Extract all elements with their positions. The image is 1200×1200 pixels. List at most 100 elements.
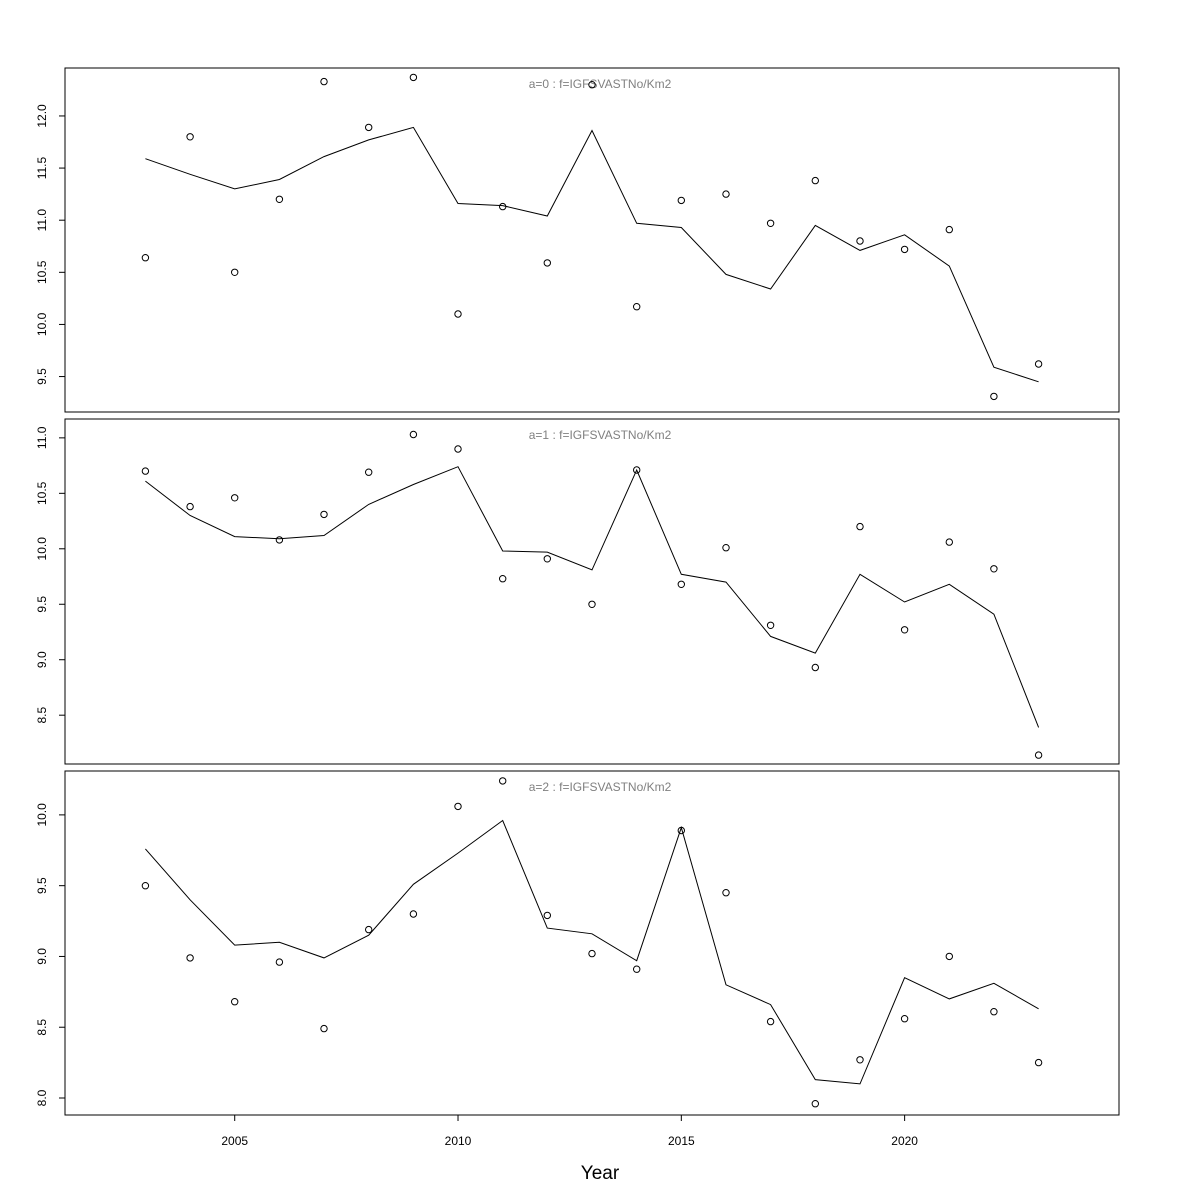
x-axis-title: Year bbox=[581, 1163, 620, 1184]
data-point bbox=[811, 176, 819, 185]
data-point bbox=[320, 1024, 328, 1033]
fit-line bbox=[145, 466, 1040, 728]
y-tick-label: 11.0 bbox=[35, 426, 49, 449]
data-point bbox=[990, 392, 998, 401]
data-point bbox=[856, 522, 864, 531]
panel-frame bbox=[64, 418, 1120, 765]
data-point bbox=[543, 259, 551, 267]
y-tick-label: 8.5 bbox=[35, 1019, 49, 1036]
data-point bbox=[990, 1008, 998, 1016]
data-point bbox=[588, 81, 596, 89]
data-point bbox=[275, 958, 284, 966]
panel-2: a=2 : f=IGFSVASTNo/Km2 8.0 8.5 9.0 9.5 10.0 bbox=[35, 770, 1120, 1116]
y-tick-label: 8.0 bbox=[35, 1089, 49, 1106]
data-point bbox=[811, 1100, 819, 1108]
y-tick-label: 10.0 bbox=[35, 537, 49, 561]
data-point bbox=[454, 445, 462, 453]
data-point bbox=[900, 245, 909, 254]
data-point bbox=[141, 882, 150, 890]
data-point bbox=[677, 580, 685, 588]
data-point bbox=[1034, 751, 1043, 759]
y-axis: 8.5 9.0 9.5 10.0 10.5 11.0 bbox=[35, 426, 65, 724]
x-tick-label: 2015 bbox=[668, 1134, 695, 1148]
data-point bbox=[856, 237, 864, 245]
data-point bbox=[409, 910, 418, 918]
y-tick-label: 11.0 bbox=[35, 209, 49, 232]
data-point bbox=[1034, 360, 1043, 368]
panel-1: a=1 : f=IGFSVASTNo/Km2 8.5 9.0 9.5 10.0 10.5 1… bbox=[35, 418, 1120, 765]
data-point bbox=[231, 268, 239, 276]
data-point bbox=[677, 196, 685, 205]
data-point bbox=[365, 123, 373, 132]
data-point bbox=[856, 1056, 864, 1064]
y-tick-label: 10.0 bbox=[35, 312, 49, 336]
data-point bbox=[320, 77, 328, 86]
fit-line bbox=[145, 819, 1039, 1085]
data-point bbox=[722, 889, 730, 897]
panel-0: a=0 : f=IGFSVASTNo/Km2 9.5 10.0 10.5 11.0 11.… bbox=[35, 67, 1120, 413]
y-axis: 9.5 10.0 10.5 11.0 11.5 12.0 bbox=[35, 104, 65, 385]
data-point bbox=[275, 536, 284, 544]
data-point bbox=[365, 925, 373, 934]
y-tick-label: 9.0 bbox=[35, 948, 49, 965]
data-point bbox=[454, 802, 462, 811]
panel-title: a=1 : f=IGFSVASTNo/Km2 bbox=[529, 428, 672, 442]
data-point bbox=[543, 555, 551, 563]
fit-line bbox=[145, 126, 1039, 383]
y-tick-label: 9.0 bbox=[35, 651, 49, 668]
panel-title: a=0 : f=IGFSVASTNo/Km2 bbox=[529, 77, 672, 91]
y-axis: 8.0 8.5 9.0 9.5 10.0 bbox=[35, 803, 65, 1106]
y-tick-label: 8.5 bbox=[35, 707, 49, 724]
panel-frame bbox=[64, 770, 1120, 1116]
y-tick-label: 11.5 bbox=[35, 157, 49, 180]
data-point bbox=[722, 544, 730, 552]
panel-title: a=2 : f=IGFSVASTNo/Km2 bbox=[529, 780, 672, 794]
data-point bbox=[499, 575, 507, 583]
x-tick-label: 2010 bbox=[445, 1134, 472, 1148]
data-point bbox=[409, 430, 418, 439]
x-axis: 2005 2010 2015 2020 bbox=[221, 1114, 918, 1148]
data-point bbox=[633, 965, 641, 973]
y-tick-label: 9.5 bbox=[35, 368, 49, 385]
data-point bbox=[945, 225, 953, 234]
y-tick-label: 9.5 bbox=[35, 877, 49, 894]
panel-frame bbox=[64, 67, 1120, 413]
data-point bbox=[588, 949, 596, 958]
data-point bbox=[811, 663, 819, 672]
data-point bbox=[766, 621, 775, 629]
data-point bbox=[1034, 1058, 1043, 1067]
data-point bbox=[231, 494, 239, 502]
data-point bbox=[990, 565, 998, 573]
data-point bbox=[543, 911, 551, 920]
data-point bbox=[900, 1015, 909, 1023]
data-point bbox=[186, 133, 194, 141]
x-tick-label: 2005 bbox=[221, 1134, 248, 1148]
data-point bbox=[275, 195, 284, 204]
y-tick-label: 10.0 bbox=[35, 803, 49, 827]
data-point bbox=[766, 219, 775, 228]
data-point bbox=[499, 777, 507, 785]
data-point bbox=[588, 600, 596, 608]
data-point bbox=[365, 468, 373, 476]
y-tick-label: 9.5 bbox=[35, 596, 49, 613]
y-tick-label: 10.5 bbox=[35, 260, 49, 284]
data-point bbox=[320, 510, 328, 519]
data-point bbox=[186, 502, 194, 511]
data-point bbox=[900, 626, 909, 634]
data-point bbox=[141, 254, 150, 262]
data-point bbox=[186, 954, 194, 962]
data-point bbox=[409, 73, 418, 82]
data-point bbox=[945, 952, 953, 961]
data-point bbox=[766, 1017, 775, 1026]
x-tick-label: 2020 bbox=[891, 1134, 918, 1148]
data-point bbox=[141, 467, 150, 475]
data-point bbox=[231, 998, 239, 1006]
data-point bbox=[633, 303, 641, 311]
data-point bbox=[454, 310, 462, 318]
data-point bbox=[945, 538, 953, 546]
y-tick-label: 12.0 bbox=[35, 104, 49, 128]
y-tick-label: 10.5 bbox=[35, 481, 49, 505]
data-point bbox=[722, 190, 730, 198]
data-point bbox=[633, 466, 641, 474]
